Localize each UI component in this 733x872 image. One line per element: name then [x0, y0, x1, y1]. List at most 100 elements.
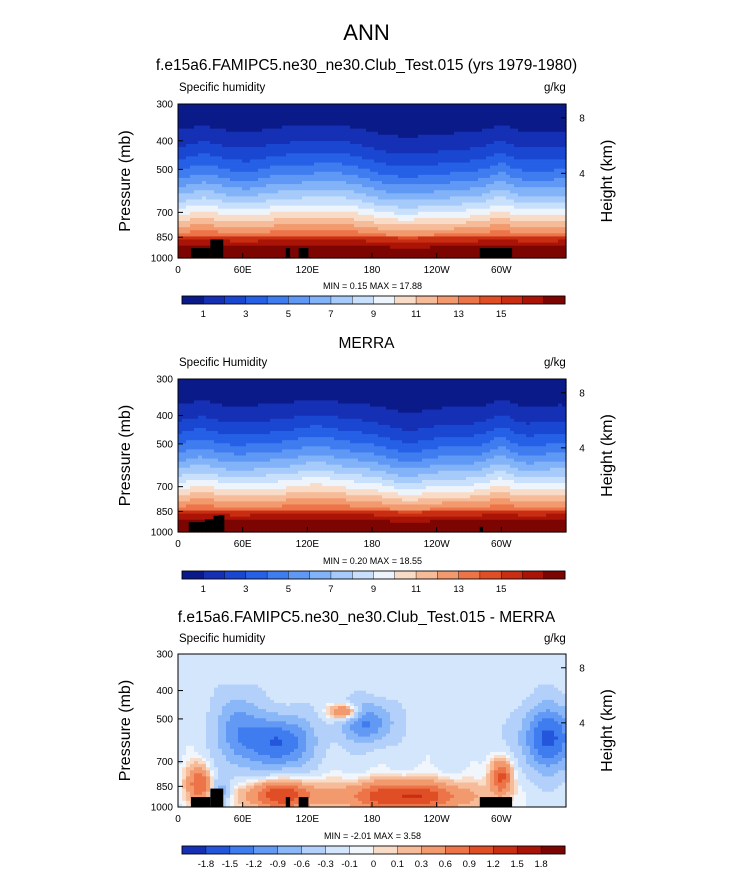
y-tick-label: 1000	[151, 803, 174, 814]
x-tick-label: 60W	[491, 814, 512, 825]
colorbar-swatch	[301, 845, 327, 855]
colorbar-swatch	[458, 295, 481, 305]
x-tick-label: 180	[364, 539, 381, 550]
panel-3-stats: MIN = -2.01 MAX = 3.58	[323, 831, 422, 841]
colorbar-label: 0	[371, 859, 376, 870]
panel-1-title: f.e15a6.FAMIPC5.ne30_ne30.Club_Test.015 …	[155, 57, 578, 74]
colorbar-swatch	[309, 570, 332, 580]
y-tick-label: 400	[156, 686, 173, 697]
colorbar-swatch	[522, 295, 545, 305]
x-tick-label: 60E	[234, 265, 252, 276]
y2-tick-label: 8	[579, 663, 585, 674]
colorbar-label: -0.3	[317, 859, 333, 870]
colorbar-swatch	[181, 570, 204, 580]
panel-2-variable-label: Specific Humidity	[179, 357, 268, 369]
panel-2-colorbar: 1 3 5 7 9 11 13 15	[181, 570, 566, 595]
colorbar-swatch	[245, 570, 268, 580]
panel-1-stats: MIN = 0.15 MAX = 17.88	[322, 281, 423, 291]
colorbar-label: 1	[201, 584, 206, 595]
y2-tick-label: 4	[579, 443, 585, 454]
y-tick-label: 700	[156, 208, 173, 219]
colorbar-label: 13	[453, 309, 464, 320]
colorbar-swatch	[522, 570, 545, 580]
colorbar-swatch	[373, 570, 396, 580]
colorbar-swatch	[181, 845, 207, 855]
colorbar-swatch	[266, 570, 289, 580]
colorbar-swatch	[500, 295, 523, 305]
x-tick-label: 120W	[424, 265, 451, 276]
colorbar-swatch	[543, 570, 566, 580]
colorbar-frame	[181, 570, 566, 580]
x-tick-label: 0	[175, 539, 181, 550]
colorbar-label: 11	[411, 584, 421, 595]
x-tick-label: 60E	[234, 539, 252, 550]
x-tick-label: 180	[364, 265, 381, 276]
colorbar-label: 9	[371, 584, 376, 595]
y-tick-label: 300	[156, 100, 173, 111]
panel-3-variable-label: Specific humidity	[179, 633, 266, 645]
colorbar-swatch	[352, 570, 375, 580]
panel-3-colorbar: -1.8 -1.5 -1.2 -0.9 -0.6 -0.3 -0.1 0 0.1 0.3 0.6 0.…	[181, 845, 566, 870]
colorbar-label: -1.2	[246, 859, 262, 870]
colorbar-swatch	[181, 295, 204, 305]
colorbar-swatch	[492, 845, 518, 855]
colorbar-swatch	[229, 845, 255, 855]
y2-axis-title: Height (km)	[599, 689, 616, 772]
colorbar-label: 7	[328, 309, 333, 320]
colorbar-swatch	[253, 845, 279, 855]
y-tick-label: 500	[156, 714, 173, 725]
x-tick-label: 0	[175, 814, 181, 825]
colorbar-label: 0.3	[415, 859, 428, 870]
x-tick-label: 60E	[234, 814, 252, 825]
x-tick-label: 60W	[491, 539, 512, 550]
x-tick-label: 120W	[424, 539, 451, 550]
colorbar-swatch	[437, 295, 460, 305]
colorbar-label: -0.1	[341, 859, 357, 870]
y-tick-label: 850	[156, 782, 173, 793]
y2-tick-label: 4	[579, 169, 585, 180]
y-axis-title: Pressure (mb)	[117, 680, 134, 781]
colorbar-swatch	[352, 295, 375, 305]
y-tick-label: 500	[156, 165, 173, 176]
y-tick-label: 1000	[151, 528, 174, 539]
x-tick-label: 120E	[296, 265, 320, 276]
colorbar-label: 1	[201, 309, 206, 320]
x-tick-label: 60W	[491, 265, 512, 276]
colorbar-label: 1.5	[511, 859, 524, 870]
y2-tick-label: 8	[579, 113, 585, 124]
y-tick-label: 700	[156, 757, 173, 768]
colorbar-swatch	[330, 570, 353, 580]
colorbar-swatch	[349, 845, 374, 855]
colorbar-swatch	[458, 570, 481, 580]
panel-2-title: MERRA	[338, 335, 395, 352]
colorbar-label: 15	[496, 584, 507, 595]
colorbar-label: 15	[496, 309, 507, 320]
y-tick-label: 1000	[151, 254, 174, 265]
colorbar-swatch	[500, 570, 523, 580]
y-axis-title: Pressure (mb)	[117, 405, 134, 506]
y-tick-label: 400	[156, 136, 173, 147]
colorbar-swatch	[394, 295, 417, 305]
colorbar-swatch	[394, 570, 417, 580]
y2-axis-title: Height (km)	[599, 414, 616, 497]
colorbar-label: 0.6	[439, 859, 452, 870]
panel-1-variable-label: Specific humidity	[179, 82, 266, 94]
y-tick-label: 300	[156, 650, 173, 661]
colorbar-swatch	[203, 295, 226, 305]
panel-3-contour-field	[178, 654, 567, 808]
x-tick-label: 0	[175, 265, 181, 276]
colorbar-swatch	[245, 295, 268, 305]
y-tick-label: 700	[156, 482, 173, 493]
colorbar-label: -1.8	[198, 859, 214, 870]
colorbar-swatch	[288, 295, 311, 305]
colorbar-label: -0.9	[270, 859, 286, 870]
colorbar-label: 3	[243, 584, 248, 595]
panel-1-terrain	[190, 239, 513, 258]
panel-1-plot: 0 60E 120E 180 120W 60W 300 400 500 700 850 1000 8 4 P…	[117, 100, 616, 321]
panel-1-colorbar: 1 3 5 7 9 11 13 15	[181, 295, 566, 320]
colorbar-swatch	[277, 845, 303, 855]
colorbar-swatch	[415, 295, 438, 305]
colorbar-swatch	[445, 845, 470, 855]
